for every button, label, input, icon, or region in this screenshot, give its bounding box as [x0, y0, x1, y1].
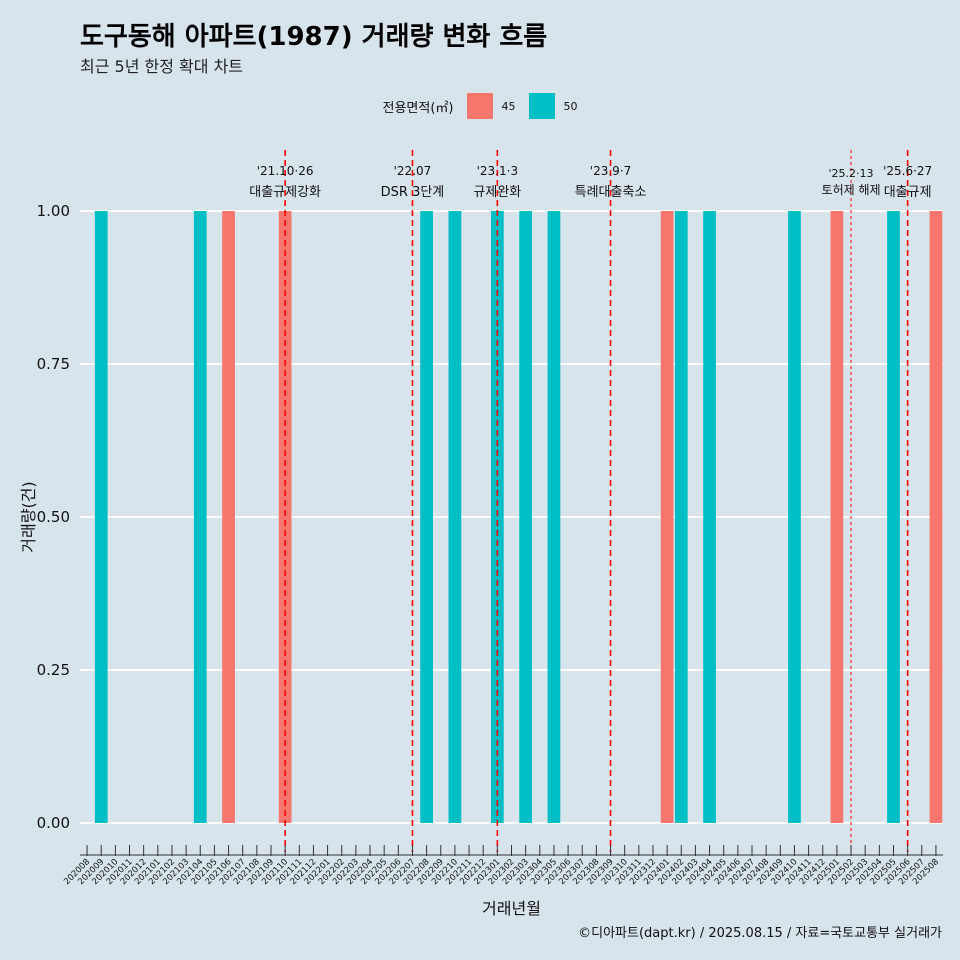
event-label-0: 대출규제강화 [249, 185, 321, 200]
bar-202508 [929, 211, 943, 823]
y-axis-title: 거래량(건) [19, 481, 38, 552]
legend-label-45: 45 [501, 99, 516, 113]
legend-item-45: 45 [467, 93, 515, 119]
y-tick-label-2: 0.50 [37, 508, 70, 526]
bar-202301 [490, 211, 504, 823]
legend-item-50: 50 [529, 93, 577, 119]
event-label-1: DSR 3단계 [381, 185, 445, 200]
bar-202501 [830, 211, 844, 823]
bar-202505 [887, 211, 900, 823]
event-date-3: '23.9·7 [590, 164, 631, 178]
event-label-5: 대출규제 [884, 185, 932, 200]
event-date-1: '22.07 [394, 164, 432, 178]
bar-202401 [660, 211, 674, 823]
legend-swatch-50 [529, 93, 556, 119]
legend-title: 전용면적(㎡) [382, 100, 454, 116]
chart-subtitle: 최근 5년 한정 확대 차트 [80, 57, 244, 76]
y-tick-label-1: 0.25 [37, 661, 70, 679]
legend-swatch-45 [467, 93, 494, 119]
legend-label-50: 50 [563, 99, 578, 113]
bar-202305 [547, 211, 561, 823]
event-label-2: 규제완화 [473, 185, 521, 200]
bar-202404 [703, 211, 716, 823]
bar-202009 [94, 211, 108, 823]
chart-caption: ©디아파트(dapt.kr) / 2025.08.15 / 자료=국토교통부 실… [578, 926, 942, 941]
bar-202110 [278, 211, 292, 823]
event-date-0: '21.10·26 [257, 164, 314, 178]
x-axis-title: 거래년월 [482, 899, 541, 918]
event-date-2: '23.1·3 [477, 164, 518, 178]
y-tick-label-3: 0.75 [37, 355, 70, 373]
legend: 전용면적(㎡) 45 50 [0, 93, 960, 119]
event-label-3: 특례대출축소 [575, 185, 647, 200]
bar-202210 [448, 211, 462, 823]
event-date-4: '25.2·13 [829, 167, 874, 180]
event-label-4: 토허제 해제 [822, 183, 881, 197]
chart-title: 도구동해 아파트(1987) 거래량 변화 흐름 [80, 22, 548, 52]
bar-202208 [420, 211, 433, 823]
bar-202410 [788, 211, 801, 823]
bar-202303 [519, 211, 533, 823]
bar-202104 [193, 211, 207, 823]
y-tick-label-0: 0.00 [37, 814, 70, 832]
event-date-5: '25.6·27 [883, 164, 932, 178]
bar-202402 [674, 211, 688, 823]
bar-202106 [222, 211, 235, 823]
y-tick-label-4: 1.00 [37, 202, 70, 220]
